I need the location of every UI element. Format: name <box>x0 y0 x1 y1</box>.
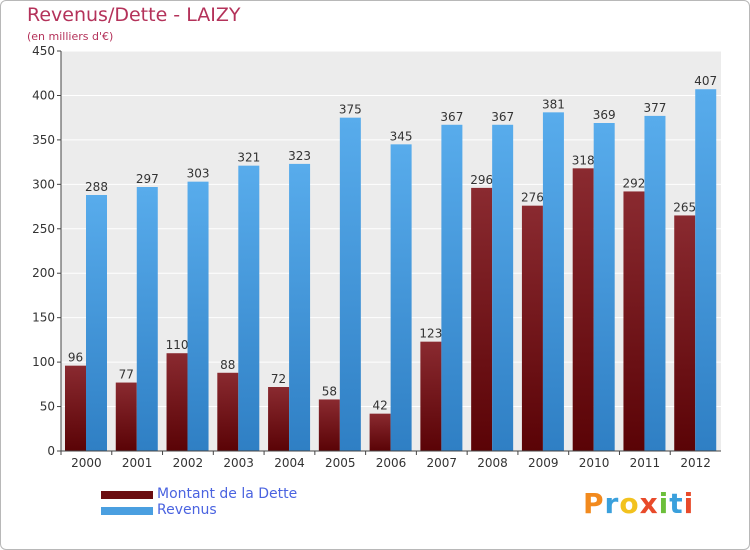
bar-revenus-2012 <box>695 89 717 451</box>
y-tick-label-150: 150 <box>32 311 55 325</box>
y-tick-label-300: 300 <box>32 177 55 191</box>
bar-debt-2004 <box>268 387 290 451</box>
bar-revenus-2011 <box>644 115 666 451</box>
y-tick-label-350: 350 <box>32 133 55 147</box>
bar-debt-2010 <box>572 168 594 452</box>
data-label-revenus-2010: 369 <box>593 108 616 122</box>
legend-swatch-debt <box>101 491 153 499</box>
data-label-revenus-2005: 375 <box>339 103 362 117</box>
bar-debt-2005 <box>318 399 340 451</box>
y-tick-label-0: 0 <box>47 444 55 458</box>
logo-letter: i <box>683 487 695 520</box>
x-tick-label-2008: 2008 <box>477 456 508 470</box>
bar-debt-2001 <box>115 382 137 451</box>
data-label-debt-2003: 88 <box>220 358 235 372</box>
bars: 96 288 77 297 110 303 88 321 72 323 58 375 42 345 123 3… <box>65 74 717 452</box>
bar-revenus-2009 <box>542 112 564 451</box>
x-tick-label-2007: 2007 <box>426 456 457 470</box>
logo-letter: x <box>639 487 659 520</box>
logo-letter: P <box>583 487 605 520</box>
chart-subtitle: (en milliers d'€) <box>27 30 114 43</box>
data-label-debt-2009: 276 <box>521 191 544 205</box>
data-label-debt-2000: 96 <box>68 351 83 365</box>
bar-debt-2012 <box>674 215 696 451</box>
data-label-debt-2004: 72 <box>271 372 286 386</box>
data-label-debt-2002: 110 <box>166 338 189 352</box>
data-label-debt-2001: 77 <box>119 368 134 382</box>
x-tick-label-2004: 2004 <box>274 456 305 470</box>
data-label-revenus-2001: 297 <box>136 172 159 186</box>
logo-letter: r <box>604 487 620 520</box>
x-tick-label-2010: 2010 <box>579 456 610 470</box>
bar-debt-2008 <box>471 187 493 451</box>
bar-debt-2011 <box>623 191 645 451</box>
x-tick-label-2009: 2009 <box>528 456 559 470</box>
bar-revenus-2008 <box>492 124 514 452</box>
data-label-debt-2008: 296 <box>470 173 493 187</box>
data-label-debt-2012: 265 <box>673 200 696 214</box>
data-label-revenus-2006: 345 <box>390 129 413 143</box>
bar-debt-2002 <box>166 353 188 451</box>
y-tick-label-400: 400 <box>32 88 55 102</box>
proxiti-logo: Proxiti <box>583 487 694 520</box>
data-label-debt-2007: 123 <box>419 327 442 341</box>
x-tick-label-2006: 2006 <box>376 456 407 470</box>
y-tick-label-100: 100 <box>32 355 55 369</box>
data-label-revenus-2008: 367 <box>491 110 514 124</box>
bar-debt-2006 <box>369 413 391 451</box>
logo-letter: i <box>658 487 670 520</box>
bar-revenus-2006 <box>390 144 412 452</box>
legend-swatch-revenus <box>101 507 153 515</box>
bar-debt-2007 <box>420 341 442 451</box>
data-label-debt-2011: 292 <box>623 176 646 190</box>
x-tick-label-2003: 2003 <box>223 456 254 470</box>
x-tick-label-2000: 2000 <box>71 456 102 470</box>
data-label-revenus-2012: 407 <box>694 74 717 88</box>
data-label-revenus-2009: 381 <box>542 97 565 111</box>
data-label-debt-2010: 318 <box>572 153 595 167</box>
bar-debt-2009 <box>521 205 543 451</box>
legend-label-debt: Montant de la Dette <box>157 486 298 502</box>
bar-debt-2003 <box>217 372 239 451</box>
data-label-revenus-2007: 367 <box>440 110 463 124</box>
data-label-revenus-2000: 288 <box>85 180 108 194</box>
axes: 0 50 100 150 200 250 300 350 400 450 2000 2001 2002 2… <box>32 44 721 470</box>
chart-title: Revenus/Dette - LAIZY <box>27 4 241 26</box>
data-label-revenus-2011: 377 <box>644 101 667 115</box>
bar-revenus-2001 <box>136 187 158 451</box>
bar-debt-2000 <box>65 365 86 451</box>
logo-letter: o <box>619 487 640 520</box>
y-tick-label-200: 200 <box>32 266 55 280</box>
bar-revenus-2000 <box>86 195 107 451</box>
bar-revenus-2007 <box>441 124 463 452</box>
bar-revenus-2004 <box>289 163 311 451</box>
x-tick-label-2011: 2011 <box>630 456 661 470</box>
bar-revenus-2010 <box>593 123 615 451</box>
data-label-debt-2006: 42 <box>372 399 387 413</box>
x-tick-label-2012: 2012 <box>680 456 711 470</box>
logo-letter: t <box>669 487 684 520</box>
y-tick-label-50: 50 <box>40 400 55 414</box>
data-label-revenus-2003: 321 <box>237 151 260 165</box>
data-label-revenus-2004: 323 <box>288 149 311 163</box>
y-tick-label-250: 250 <box>32 222 55 236</box>
bar-revenus-2003 <box>238 165 260 451</box>
data-label-debt-2005: 58 <box>322 384 337 398</box>
legend-label-revenus: Revenus <box>157 502 217 518</box>
bar-revenus-2002 <box>187 181 209 451</box>
data-label-revenus-2002: 303 <box>187 167 210 181</box>
bar-revenus-2005 <box>339 117 361 452</box>
x-tick-label-2002: 2002 <box>173 456 204 470</box>
x-tick-label-2001: 2001 <box>122 456 153 470</box>
x-tick-label-2005: 2005 <box>325 456 356 470</box>
y-tick-label-450: 450 <box>32 44 55 58</box>
